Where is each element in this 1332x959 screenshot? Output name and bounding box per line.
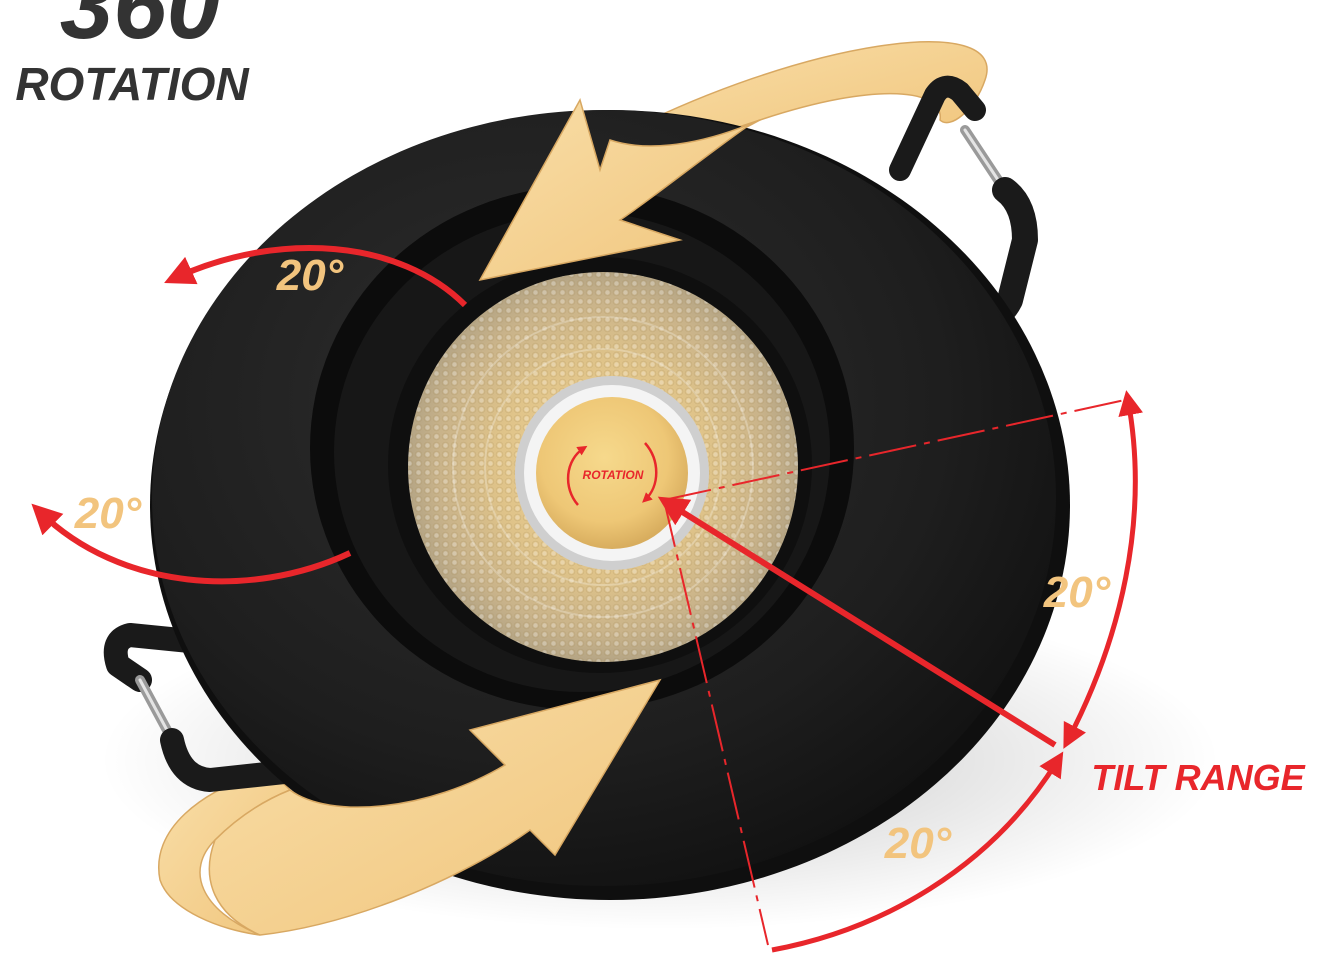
rotation-ring-arrow-icon — [208, 678, 662, 936]
center-rotation-label: ROTATION — [583, 468, 644, 482]
tilt-upper-degree-label: 20° — [1043, 568, 1111, 617]
spring-clip-icon — [103, 623, 297, 792]
bezel-left-degree-label: 20° — [74, 489, 142, 538]
rotation-degrees-heading: 360 — [60, 0, 220, 59]
rotation-ring-arrow-icon — [478, 98, 761, 282]
led-lens — [515, 376, 709, 570]
curved-arrow-icon — [31, 503, 352, 585]
curved-arrow-icon — [566, 445, 588, 506]
curved-arrow-icon — [164, 244, 468, 308]
tilt-range-label: TILT RANGE — [1091, 757, 1305, 798]
tilt-lower-degree-label: 20° — [884, 819, 952, 868]
tilt-range-guides — [657, 390, 1143, 953]
bezel-top-degree-label: 20° — [276, 251, 344, 300]
rotation-heading: ROTATION — [15, 58, 249, 110]
curved-arrow-icon — [642, 442, 658, 503]
